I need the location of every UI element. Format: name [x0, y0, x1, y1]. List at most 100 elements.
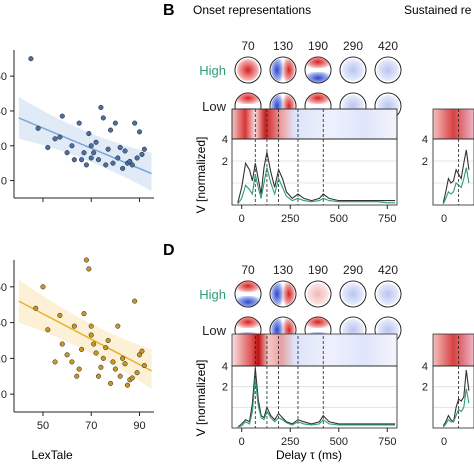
data-point: [88, 143, 94, 149]
y-tick-label: 2: [422, 382, 428, 394]
data-point: [64, 150, 70, 156]
topomap-outline: [304, 56, 332, 84]
topomap-red: [236, 280, 260, 292]
plot-frame: [231, 365, 398, 429]
data-point: [141, 362, 147, 369]
latency-label: 130: [273, 263, 293, 277]
topomap-blue: [271, 282, 283, 306]
data-point: [136, 129, 143, 135]
data-point: [127, 158, 133, 164]
data-point: [81, 311, 87, 317]
low-label: Low: [202, 99, 226, 114]
topomap-outline: [234, 280, 262, 308]
data-point: [139, 348, 145, 354]
data-point: [112, 366, 118, 372]
topomap-blue: [271, 58, 283, 82]
data-point: [71, 323, 77, 329]
data-point: [45, 144, 51, 151]
latency-label: 190: [308, 263, 328, 277]
timeseries-sustained-b: 2 4 0: [422, 109, 474, 225]
data-point: [35, 125, 41, 131]
data-point: [40, 284, 46, 290]
data-point: [57, 312, 63, 318]
x-tick-label: 250: [281, 213, 299, 225]
heatmap-sustained-b: [432, 108, 474, 140]
data-point: [122, 148, 128, 154]
x-tick-label: 70: [85, 420, 97, 432]
series-line: [442, 167, 470, 205]
latency-label: 190: [308, 39, 328, 53]
y-tick-label: 4: [222, 134, 228, 146]
data-point: [71, 157, 77, 163]
data-point: [110, 160, 116, 166]
data-point: [81, 150, 87, 156]
data-point: [86, 266, 92, 272]
data-point: [112, 120, 118, 126]
series-line: [237, 167, 396, 205]
data-point: [74, 373, 80, 379]
topomap-outline: [374, 56, 402, 84]
data-point: [100, 355, 106, 361]
topomap-red: [283, 282, 295, 306]
data-point: [69, 143, 75, 149]
data-point: [52, 136, 58, 142]
x-tick-label: 250: [281, 436, 299, 448]
data-point: [122, 361, 128, 367]
series-line: [442, 370, 470, 427]
y-tick-label: 0: [1, 176, 7, 188]
data-point: [103, 162, 109, 168]
data-point: [93, 350, 99, 356]
plot-frame: [432, 365, 474, 429]
topomap-red: [236, 92, 260, 104]
topomap-outline: [339, 280, 367, 308]
latency-label: 290: [343, 39, 363, 53]
topomap-red: [306, 56, 330, 68]
data-point: [59, 341, 65, 347]
panel-letter-b: B: [163, 2, 175, 19]
topomap-pale: [377, 59, 399, 81]
timeseries-sustained-d: 2 4 0: [422, 336, 474, 448]
y-tick-label: 2: [222, 156, 228, 168]
latency-label: 70: [241, 39, 255, 53]
data-point: [91, 150, 97, 156]
data-point: [103, 345, 109, 351]
data-point: [95, 157, 102, 163]
ylabel-b: V [normalized]: [194, 137, 208, 214]
scatter-plot-top: 0 20 40 60: [0, 50, 154, 202]
data-point: [79, 157, 85, 163]
y-tick-label: 0: [1, 389, 7, 401]
data-point: [129, 375, 135, 381]
y-tick-label: 40: [0, 318, 7, 330]
data-point: [100, 115, 106, 121]
scatter-plot-bottom: 0 20 40 60 50 70 90: [0, 257, 154, 432]
heatmap-onset-d: [231, 333, 398, 367]
y-tick-label: 20: [0, 141, 7, 153]
topomap-red: [306, 316, 330, 328]
series-line: [237, 152, 396, 203]
data-point: [108, 380, 114, 386]
topomap-outline: [304, 280, 332, 308]
data-point: [76, 366, 82, 372]
x-tick-label: 500: [330, 436, 348, 448]
x-tick-label: 0: [239, 436, 245, 448]
data-point: [98, 364, 104, 370]
plot-frame: [231, 138, 398, 206]
topomap-blue: [236, 296, 260, 308]
data-point: [86, 131, 92, 137]
low-label: Low: [202, 323, 226, 338]
data-point: [91, 341, 97, 347]
latency-label: 70: [241, 263, 255, 277]
panel-b-title-right: Sustained re: [404, 3, 472, 17]
topomap-grid-d: 70 130 190 290 420 High Low: [199, 263, 402, 344]
data-point: [124, 382, 130, 388]
x-tick-label: 0: [441, 213, 447, 225]
confidence-band: [18, 97, 152, 192]
latency-label: 420: [378, 39, 398, 53]
timeseries-onset-b: 0 250 500 750 2 4: [222, 109, 398, 225]
data-point: [88, 323, 94, 329]
data-point: [88, 155, 94, 161]
topomap-outline: [234, 56, 262, 84]
y-tick-label: 60: [0, 71, 7, 83]
panel-letter-d: D: [163, 242, 175, 259]
y-tick-label: 40: [0, 106, 7, 118]
